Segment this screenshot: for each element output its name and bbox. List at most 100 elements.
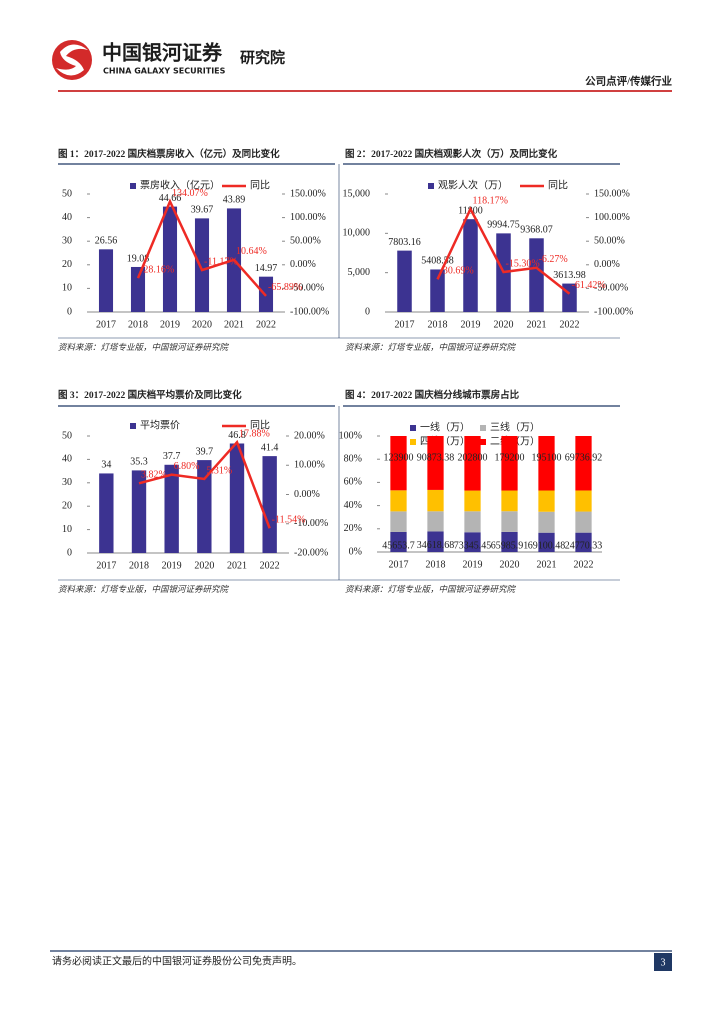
y-tick-label: 60% xyxy=(344,477,362,488)
y2-tick-label: 20.00% xyxy=(294,430,325,441)
line-label: 5.31% xyxy=(206,465,232,476)
bar xyxy=(98,249,114,312)
x-tick-label: 2018 xyxy=(428,319,448,330)
y-tick-label: 0 xyxy=(67,547,72,558)
line-label: -15.30% xyxy=(506,258,540,269)
line-label: -11.54% xyxy=(272,515,306,526)
bar xyxy=(162,206,178,312)
bar xyxy=(262,456,277,553)
x-tick-label: 2018 xyxy=(129,560,149,571)
y-tick-label: 10 xyxy=(62,283,72,294)
bar xyxy=(131,470,147,553)
bar-segment xyxy=(390,511,407,532)
bar xyxy=(99,473,114,553)
disclaimer: 请务必阅读正文最后的中国银河证券股份公司免责声明。 xyxy=(52,954,302,967)
y2-tick-label: 150.00% xyxy=(290,188,326,199)
legend-label: 观影人次（万） xyxy=(438,178,508,191)
bar-label: 44.66 xyxy=(159,193,182,204)
x-tick-label: 2022 xyxy=(256,319,276,330)
bar-segment xyxy=(538,511,555,533)
x-tick-label: 2020 xyxy=(192,319,212,330)
bar xyxy=(164,464,179,553)
bar-label: 39.67 xyxy=(191,205,214,216)
segment-label: 65985.91 xyxy=(491,540,529,551)
bar xyxy=(194,218,210,312)
bar-label: 37.7 xyxy=(163,451,181,462)
bar xyxy=(463,219,478,312)
legend-swatch xyxy=(130,423,136,429)
y2-tick-label: 0.00% xyxy=(290,259,316,270)
x-tick-label: 2018 xyxy=(128,319,148,330)
bar-segment xyxy=(427,436,444,490)
bar-segment xyxy=(501,490,518,512)
bar-segment xyxy=(501,511,518,532)
x-tick-label: 2022 xyxy=(260,560,280,571)
y-tick-label: 50 xyxy=(62,188,72,199)
legend-label: 同比 xyxy=(250,419,270,431)
legend-swatch xyxy=(130,183,136,189)
line-label: -30.69% xyxy=(440,266,474,277)
y-tick-label: 5,000 xyxy=(348,267,371,278)
bar-label: 19.08 xyxy=(127,253,150,264)
bar-segment xyxy=(390,490,407,512)
legend-label: 同比 xyxy=(250,179,270,191)
y-tick-label: 10 xyxy=(62,524,72,535)
x-tick-label: 2020 xyxy=(494,319,514,330)
bar-label: 43.89 xyxy=(223,195,246,206)
x-tick-label: 2019 xyxy=(162,560,182,571)
line xyxy=(138,439,271,529)
line-label: -65.89% xyxy=(268,282,302,293)
bar-segment xyxy=(575,532,592,552)
bar-label: 35.3 xyxy=(130,457,148,468)
y-tick-label: 80% xyxy=(344,453,362,464)
bar-segment xyxy=(464,511,481,533)
bar-segment xyxy=(538,490,555,512)
bar xyxy=(197,460,212,553)
y2-tick-label: -50.00% xyxy=(290,283,324,294)
line-label: 118.17% xyxy=(473,195,508,206)
bar-segment xyxy=(538,532,555,552)
bar xyxy=(229,443,245,553)
chart-title: 图 1：2017-2022 国庆档票房收入（亿元）及同比变化 xyxy=(58,148,280,160)
bar-segment xyxy=(390,531,407,552)
x-tick-label: 2020 xyxy=(194,560,214,571)
legend-swatch xyxy=(480,425,486,431)
bar-segment xyxy=(390,436,407,491)
x-tick-label: 2018 xyxy=(426,559,446,570)
bar-label: 9368.07 xyxy=(520,225,553,236)
bar xyxy=(529,238,544,312)
y2-tick-label: 150.00% xyxy=(594,188,630,199)
segment-label: 69736.92 xyxy=(565,452,603,463)
y-tick-label: 0 xyxy=(67,306,72,317)
x-tick-label: 2019 xyxy=(461,319,481,330)
line-label: 134.07% xyxy=(172,188,208,199)
bar-segment xyxy=(501,531,518,552)
y2-tick-label: 100.00% xyxy=(290,212,326,223)
line-label: 10.64% xyxy=(236,246,267,257)
legend-swatch xyxy=(410,439,416,445)
y-tick-label: 100% xyxy=(339,430,362,441)
bar-label: 26.56 xyxy=(95,236,118,247)
line-label: -6.27% xyxy=(539,254,568,265)
bar xyxy=(397,250,412,312)
x-tick-label: 2022 xyxy=(560,319,580,330)
chart-source: 资料来源：灯塔专业版，中国银河证券研究院 xyxy=(58,584,230,594)
x-tick-label: 2017 xyxy=(96,319,116,330)
brand: 中国银河证券 xyxy=(102,41,223,65)
y-tick-label: 0% xyxy=(349,546,362,557)
bar-segment xyxy=(427,511,444,532)
y-tick-label: 0 xyxy=(365,306,370,317)
bar-label: 34 xyxy=(101,460,111,471)
y-tick-label: 40% xyxy=(344,500,362,511)
bar xyxy=(430,269,445,312)
bar-label: 5408.58 xyxy=(421,256,454,267)
chart-title: 图 2：2017-2022 国庆档观影人次（万）及同比变化 xyxy=(345,148,558,160)
segment-label: 202800 xyxy=(458,452,488,463)
legend-swatch xyxy=(428,183,434,189)
x-tick-label: 2017 xyxy=(395,319,415,330)
page-box xyxy=(654,953,672,971)
legend-label: 票房收入（亿元） xyxy=(140,178,220,191)
x-tick-label: 2022 xyxy=(574,559,594,570)
bar-segment xyxy=(464,532,481,552)
